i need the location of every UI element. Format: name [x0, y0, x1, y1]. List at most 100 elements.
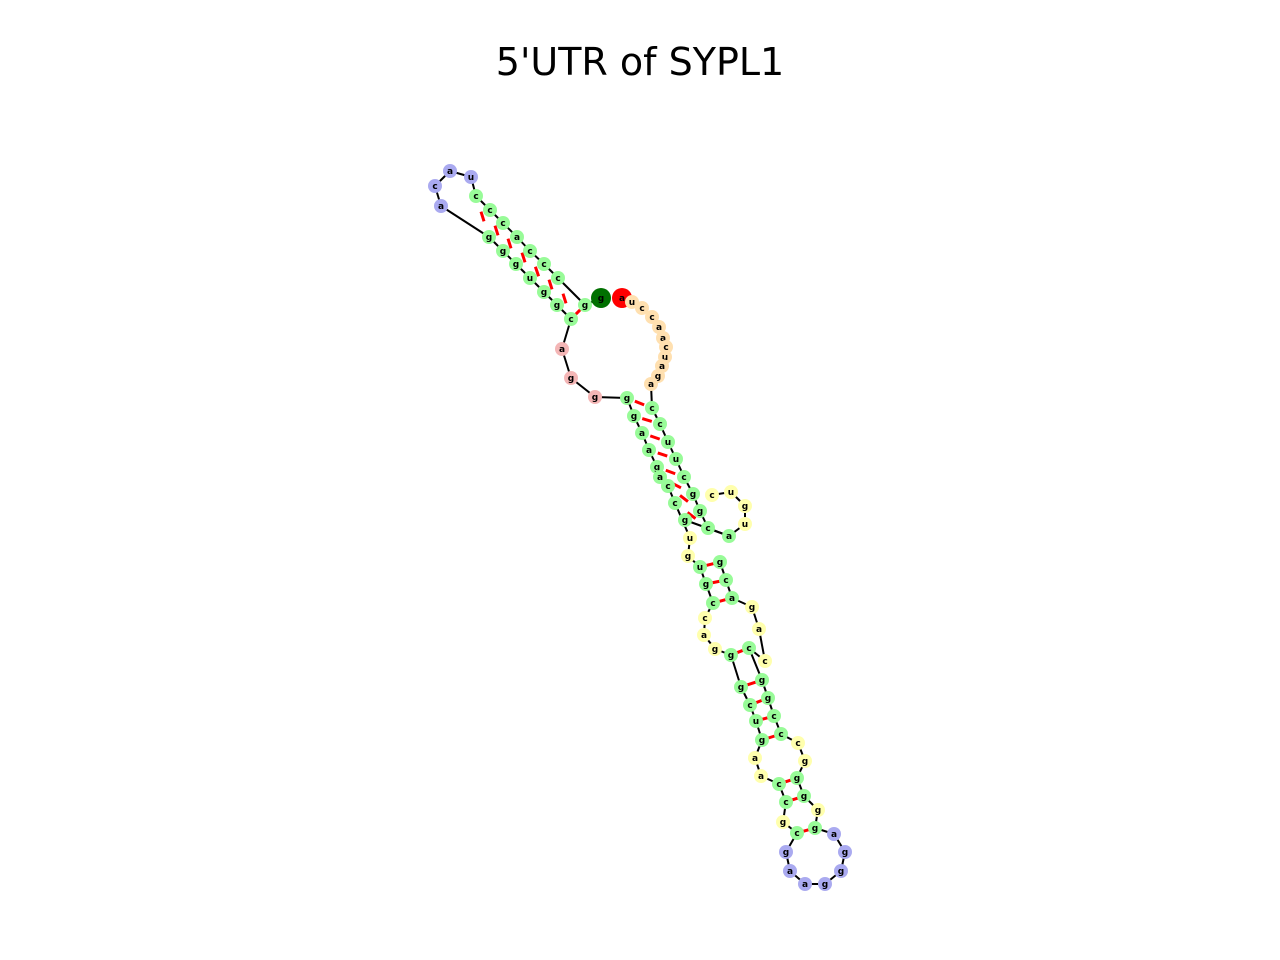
stem-nucleotide: c [645, 401, 659, 415]
nucleotide-letter: u [687, 534, 693, 544]
nucleotide-letter: g [765, 694, 771, 704]
nucleotide-circle [774, 727, 788, 741]
stem-nucleotide: c [564, 312, 578, 326]
nucleotide-letter: g [685, 552, 691, 562]
unpaired-nucleotide: c [635, 301, 649, 315]
interior-loop-nucleotide: c [758, 654, 772, 668]
interior-loop-nucleotide: g [811, 803, 825, 817]
nucleotide-circle [838, 845, 852, 859]
unpaired-nucleotide: a [652, 320, 666, 334]
nucleotide-circle [818, 877, 832, 891]
nucleotide-circle [523, 244, 537, 258]
nucleotide-letter: a [802, 880, 808, 890]
nucleotide-circle [588, 390, 602, 404]
nucleotide-circle [706, 596, 720, 610]
nucleotide-circle [496, 216, 510, 230]
base-pair-bond [679, 494, 689, 503]
nucleotide-letter: c [776, 780, 781, 790]
stem-nucleotide: g [761, 691, 775, 705]
nucleotide-letter: c [649, 404, 654, 414]
nucleotide-letter: a [639, 429, 645, 439]
stem-nucleotide: c [523, 244, 537, 258]
stem-nucleotide: c [706, 596, 720, 610]
nucleotide-circle [537, 257, 551, 271]
nucleotide-circle [790, 771, 804, 785]
nucleotide-letter: a [831, 830, 837, 840]
stem-nucleotide: a [722, 529, 736, 543]
nucleotide-letter: a [447, 167, 453, 177]
nucleotide-circle [537, 285, 551, 299]
hairpin-loop-nucleotide: a [443, 164, 457, 178]
base-pair-bond [657, 451, 668, 458]
interior-loop-nucleotide: a [748, 751, 762, 765]
nucleotide-letter: c [778, 730, 783, 740]
stem-nucleotide: a [653, 470, 667, 484]
stem-nucleotide: a [642, 443, 656, 457]
nucleotide-letter: g [513, 260, 519, 270]
base-pair-bond [547, 279, 554, 290]
nucleotide-circle [798, 754, 812, 768]
nucleotide-letter: g [554, 301, 560, 311]
hairpin-loop-nucleotide: a [783, 864, 797, 878]
nucleotide-circle [755, 673, 769, 687]
nucleotide-circle [645, 401, 659, 415]
nucleotide-letter: c [705, 524, 710, 534]
nucleotide-letter: u [742, 520, 748, 530]
nucleotide-circle [754, 769, 768, 783]
nucleotide-letter: c [672, 499, 677, 509]
bulge-nucleotide: u [724, 485, 738, 499]
nucleotide-letter: u [728, 488, 734, 498]
nucleotide-letter: c [794, 829, 799, 839]
hairpin-loop-nucleotide: g [838, 845, 852, 859]
base-pair-bond [479, 211, 486, 222]
stem-nucleotide: u [749, 714, 763, 728]
nucleotide-circle [464, 170, 478, 184]
nucleotide-letter: a [559, 345, 565, 355]
nucleotide-letter: g [631, 412, 637, 422]
nucleotide-circle [797, 789, 811, 803]
nucleotide-letter: g [717, 558, 723, 568]
stem-nucleotide: c [779, 795, 793, 809]
stem-nucleotide: g [578, 298, 592, 312]
nucleotide-letter: g [822, 880, 828, 890]
nucleotide-circle [668, 496, 682, 510]
nucleotide-circle [719, 573, 733, 587]
nucleotide-circle [705, 488, 719, 502]
stem-nucleotide: c [774, 727, 788, 741]
nucleotide-letter: g [815, 806, 821, 816]
unpaired-nucleotide: a [644, 377, 658, 391]
multiloop-nucleotide: g [588, 390, 602, 404]
nucleotide-letter: c [771, 712, 776, 722]
nucleotide-letter: a [758, 772, 764, 782]
stem-nucleotide: g [797, 789, 811, 803]
nucleotide-letter: g [500, 247, 506, 257]
nucleotide-circle [683, 531, 697, 545]
nucleotide-letter: g [759, 676, 765, 686]
hairpin-loop-nucleotide: a [827, 827, 841, 841]
nucleotide-letter: c [783, 798, 788, 808]
stem-nucleotide: g [496, 244, 510, 258]
stem-nucleotide: g [620, 391, 634, 405]
nucleotide-circle [550, 298, 564, 312]
stem-nucleotide: c [767, 709, 781, 723]
nucleotide-circle [627, 409, 641, 423]
nucleotide-circle [653, 417, 667, 431]
interior-loop-nucleotide: c [698, 611, 712, 625]
stem-nucleotide: c [668, 496, 682, 510]
interior-loop-nucleotide: c [791, 736, 805, 750]
nucleotide-circle [745, 600, 759, 614]
nucleotide-circle [743, 698, 757, 712]
nucleotide-letter: g [697, 507, 703, 517]
nucleotide-circle [734, 680, 748, 694]
interior-loop-nucleotide: a [752, 622, 766, 636]
nucleotide-circle [693, 504, 707, 518]
nucleotide-circle [669, 452, 683, 466]
nucleotide-circle [644, 377, 658, 391]
nucleotide-letter: g [598, 294, 604, 304]
unpaired-nucleotide: c [645, 310, 659, 324]
nucleotide-circle [564, 312, 578, 326]
nucleotide-letter: g [592, 393, 598, 403]
nucleotide-circle [767, 709, 781, 723]
nucleotide-circle [469, 189, 483, 203]
